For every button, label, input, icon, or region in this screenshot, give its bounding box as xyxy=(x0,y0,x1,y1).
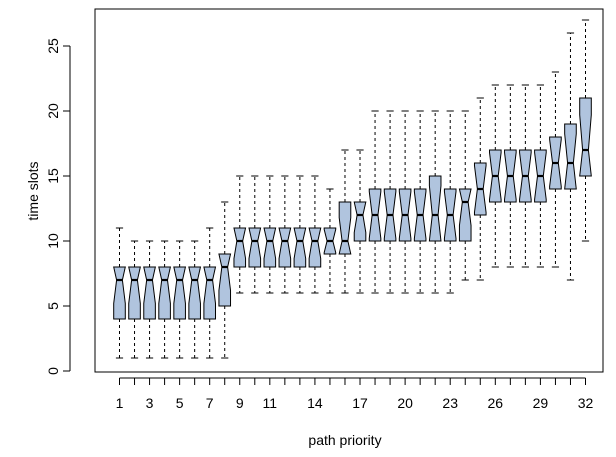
x-axis: 1 3 5 7 9 11 14 17 20 23 26 29 32 xyxy=(116,377,594,411)
y-axis-label: time slots xyxy=(25,161,41,220)
box xyxy=(113,266,126,320)
box xyxy=(218,253,232,307)
x-tick-label: 23 xyxy=(442,395,458,411)
x-tick-label: 14 xyxy=(307,395,323,411)
y-tick-label: 20 xyxy=(45,103,61,119)
box xyxy=(428,175,442,242)
x-tick-label: 20 xyxy=(397,395,413,411)
box-group xyxy=(278,175,292,294)
y-tick-label: 5 xyxy=(45,302,61,310)
box-group xyxy=(173,240,187,359)
box-group xyxy=(188,240,202,359)
x-axis-label: path priority xyxy=(308,432,381,448)
box-group xyxy=(158,240,172,359)
box xyxy=(248,227,262,268)
box xyxy=(579,97,592,177)
x-tick-label: 7 xyxy=(206,395,214,411)
box xyxy=(158,266,172,320)
y-tick-label: 10 xyxy=(45,233,61,249)
box-group xyxy=(203,227,217,359)
x-tick-label: 9 xyxy=(236,395,244,411)
boxes-group xyxy=(113,19,592,359)
box-group xyxy=(489,84,502,268)
box-group xyxy=(413,110,427,294)
box xyxy=(564,123,577,190)
x-tick-label: 32 xyxy=(578,395,594,411)
box xyxy=(143,266,156,320)
x-tick-label: 29 xyxy=(533,395,549,411)
plot-frame xyxy=(94,8,604,373)
box-group xyxy=(519,84,532,268)
x-tick-label: 3 xyxy=(146,395,154,411)
box-group xyxy=(128,240,141,359)
box-group xyxy=(383,110,397,294)
box-group xyxy=(473,97,487,281)
box-group xyxy=(263,175,277,294)
box-group xyxy=(579,19,592,242)
box-group xyxy=(443,110,457,294)
box xyxy=(188,266,202,320)
box-group xyxy=(564,32,577,281)
box-group xyxy=(428,110,442,294)
box-group xyxy=(143,240,156,359)
box xyxy=(308,227,322,268)
box xyxy=(278,227,292,268)
box xyxy=(173,266,187,320)
box-group xyxy=(323,188,337,294)
box-group xyxy=(504,84,517,268)
box xyxy=(338,201,352,255)
box xyxy=(203,266,217,320)
box xyxy=(458,188,472,242)
box-group xyxy=(293,175,307,294)
box xyxy=(128,266,141,320)
box xyxy=(353,201,367,242)
box-group xyxy=(338,149,352,294)
box-group xyxy=(398,110,412,294)
y-axis: 0 5 10 15 20 25 xyxy=(45,38,71,375)
box-group xyxy=(534,84,547,268)
box-group xyxy=(458,110,472,281)
box xyxy=(263,227,277,268)
box-group xyxy=(218,201,232,359)
box-group xyxy=(233,175,247,294)
box-group xyxy=(308,175,322,294)
x-tick-label: 26 xyxy=(488,395,504,411)
x-tick-label: 17 xyxy=(352,395,368,411)
y-tick-label: 25 xyxy=(45,38,61,54)
box xyxy=(233,227,247,268)
box-group xyxy=(549,71,562,268)
x-tick-label: 5 xyxy=(176,395,184,411)
box-group xyxy=(353,149,367,294)
y-tick-label: 15 xyxy=(45,168,61,184)
x-tick-label: 11 xyxy=(263,395,278,411)
box-group xyxy=(248,175,262,294)
y-tick-label: 0 xyxy=(45,367,61,375)
x-tick-label: 1 xyxy=(116,395,124,411)
box-group xyxy=(368,110,382,294)
box-group xyxy=(113,227,126,359)
box xyxy=(293,227,307,268)
